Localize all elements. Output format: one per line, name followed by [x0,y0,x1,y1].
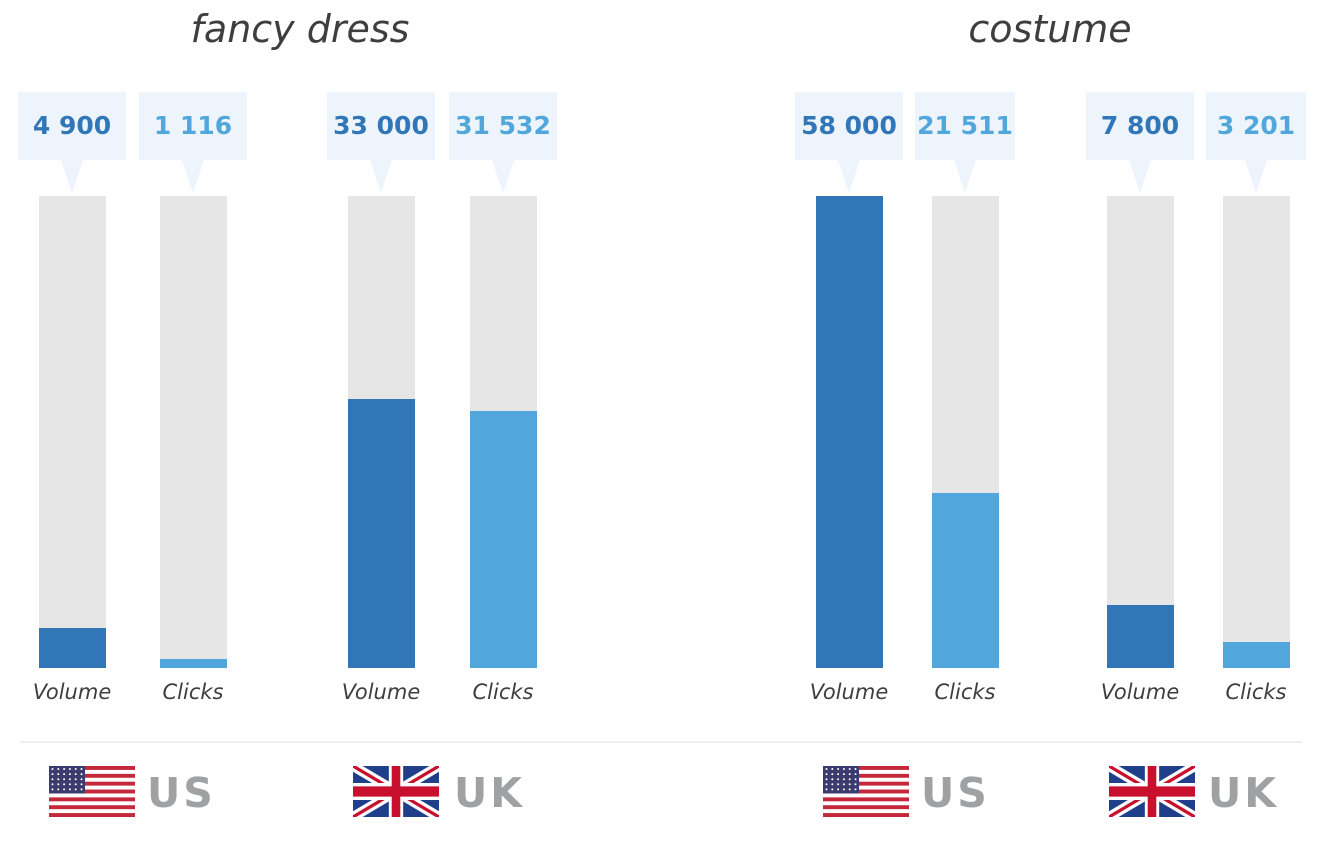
bar-label: Clicks [162,680,224,704]
data-label: 58 000 [801,111,897,140]
clicks-callout: 21 511 [915,92,1015,193]
bar-label: Clicks [1225,680,1287,704]
volume-bar [815,196,883,668]
bar-track [1106,196,1174,668]
bar-track [1222,196,1290,668]
group-title: costume [968,7,1132,51]
bar-track [159,196,227,668]
data-label: 4 900 [32,111,112,140]
country-label: UK [1208,769,1280,817]
clicks-bar [469,411,537,668]
volume-callout: 33 000 [327,92,435,193]
clicks-callout: 31 532 [449,92,557,193]
volume-callout: 58 000 [795,92,903,193]
country-label: US [921,769,990,817]
clicks-bar [931,493,999,668]
bar-track [38,196,106,668]
volume-callout: 4 900 [18,92,126,193]
clicks-bar [1222,642,1290,668]
bar-label: Volume [1100,680,1180,704]
bar-track [815,196,883,668]
uk-flag-icon [353,766,439,817]
bar-label: Volume [341,680,421,704]
volume-bar [347,399,415,668]
divider [20,741,1302,743]
bar-label: Volume [32,680,112,704]
volume-bar [1106,605,1174,668]
group-title: fancy dress [190,7,410,51]
country-label: UK [454,769,526,817]
bar-label: Clicks [934,680,996,704]
bar-track [469,196,537,668]
bar-track [931,196,999,668]
uk-flag-icon [1109,766,1195,817]
data-label: 31 532 [455,111,551,140]
data-label: 21 511 [917,111,1013,140]
us-flag-icon [823,766,909,817]
clicks-callout: 1 116 [139,92,247,193]
country-label: US [147,769,216,817]
data-label: 7 800 [1100,111,1180,140]
clicks-bar [159,659,227,668]
volume-bar [38,628,106,668]
bar-label: Clicks [472,680,534,704]
data-label: 3 201 [1216,111,1296,140]
bar-label: Volume [809,680,889,704]
data-label: 33 000 [333,111,429,140]
bar-track [347,196,415,668]
volume-callout: 7 800 [1086,92,1194,193]
data-label: 1 116 [153,111,233,140]
clicks-callout: 3 201 [1206,92,1306,193]
us-flag-icon [49,766,135,817]
